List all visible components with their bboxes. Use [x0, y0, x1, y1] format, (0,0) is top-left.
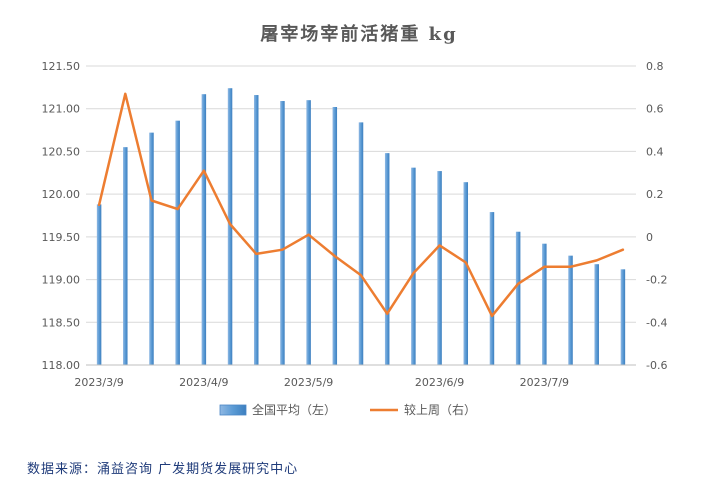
line-path — [97, 92, 625, 318]
left-tick-label: 119.50 — [42, 231, 81, 244]
x-tick-label: 2023/5/9 — [284, 376, 333, 389]
left-tick-label: 121.50 — [42, 60, 81, 73]
bar — [489, 212, 495, 365]
right-tick-label: -0.4 — [646, 316, 667, 329]
right-tick-label: 0.6 — [646, 103, 664, 116]
bar — [306, 100, 311, 366]
bar — [123, 147, 128, 365]
left-tick-label: 118.00 — [42, 359, 81, 372]
bar — [175, 120, 180, 365]
bar — [201, 94, 207, 365]
bar — [96, 204, 102, 365]
legend: 全国平均（左） 较上周（右） — [219, 402, 476, 417]
legend-swatch-bar — [219, 404, 247, 416]
x-tick-label: 2023/7/9 — [520, 376, 569, 389]
bar — [384, 153, 390, 365]
bar — [515, 231, 521, 365]
right-tick-label: 0 — [646, 231, 653, 244]
left-tick-label: 120.00 — [42, 188, 81, 201]
legend-label-line: 较上周（右） — [404, 402, 476, 417]
left-tick-label: 120.50 — [42, 145, 81, 158]
bar — [280, 101, 285, 366]
bar — [620, 269, 626, 365]
bar — [411, 167, 416, 365]
x-axis: 2023/3/9 2023/4/9 2023/5/9 2023/6/9 2023/7/9 — [74, 364, 636, 389]
x-tick-label: 2023/4/9 — [179, 376, 228, 389]
bar-series — [96, 88, 626, 366]
bar — [253, 95, 259, 365]
left-axis: 118.00 118.50 119.00 119.50 120.00 120.50 121.… — [42, 60, 81, 372]
x-tick-label: 2023/3/9 — [74, 376, 123, 389]
bar — [227, 88, 233, 365]
bar — [437, 171, 442, 365]
bar — [358, 122, 364, 365]
source-note: 数据来源：涌益咨询 广发期货发展研究中心 — [27, 462, 299, 477]
chart-title: 屠宰场宰前活猪重 kg — [260, 23, 457, 45]
bar — [568, 255, 573, 365]
bar — [594, 264, 599, 365]
right-tick-label: 0.8 — [646, 60, 664, 73]
left-tick-label: 119.00 — [42, 274, 81, 287]
bar — [463, 182, 469, 365]
legend-label-bar: 全国平均（左） — [252, 402, 336, 417]
line-series — [97, 92, 625, 318]
right-tick-label: 0.4 — [646, 145, 664, 158]
right-tick-label: 0.2 — [646, 188, 664, 201]
bar — [542, 243, 547, 365]
x-tick-label: 2023/6/9 — [415, 376, 464, 389]
right-tick-label: -0.6 — [646, 359, 667, 372]
right-axis: -0.6 -0.4 -0.2 0 0.2 0.4 0.6 0.8 — [646, 60, 667, 372]
bar — [332, 107, 338, 366]
left-tick-label: 118.50 — [42, 316, 81, 329]
right-tick-label: -0.2 — [646, 274, 667, 287]
left-tick-label: 121.00 — [42, 103, 81, 116]
bar — [149, 132, 154, 365]
